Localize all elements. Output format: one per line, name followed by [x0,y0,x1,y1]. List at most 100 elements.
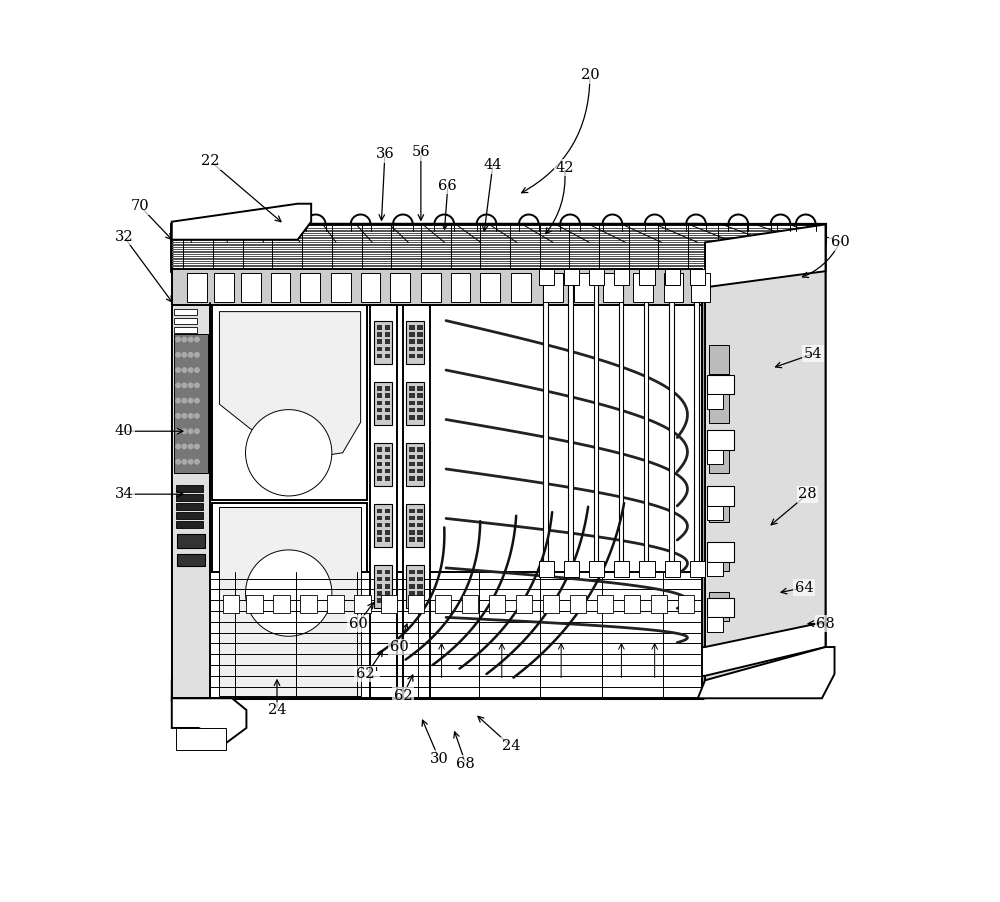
Text: 68: 68 [456,757,475,771]
Polygon shape [707,374,734,394]
Polygon shape [241,273,261,302]
Text: 54: 54 [804,347,822,361]
Polygon shape [377,516,382,520]
Polygon shape [564,270,579,285]
Polygon shape [385,354,390,358]
Polygon shape [417,447,423,452]
Polygon shape [177,554,205,566]
Polygon shape [377,577,382,582]
Circle shape [195,414,199,419]
Polygon shape [417,598,423,603]
Circle shape [182,337,187,342]
Polygon shape [377,332,382,336]
Polygon shape [172,249,826,251]
Circle shape [182,459,187,464]
Polygon shape [409,598,415,603]
Polygon shape [409,592,415,596]
Polygon shape [417,538,423,542]
Polygon shape [187,273,207,302]
Circle shape [176,459,180,464]
Text: 56: 56 [412,145,430,160]
Polygon shape [543,272,548,575]
Polygon shape [651,595,667,612]
Circle shape [176,383,180,388]
Polygon shape [619,272,623,575]
Circle shape [176,368,180,373]
Polygon shape [417,462,423,466]
Polygon shape [409,447,415,452]
Polygon shape [406,504,424,548]
Polygon shape [174,327,197,333]
Polygon shape [385,469,390,474]
Polygon shape [172,265,826,267]
Polygon shape [172,237,826,239]
Polygon shape [417,516,423,520]
Polygon shape [403,305,430,698]
Polygon shape [377,570,382,575]
Polygon shape [172,244,826,245]
Polygon shape [176,728,226,750]
Polygon shape [176,512,203,520]
Circle shape [182,414,187,419]
Polygon shape [390,273,410,302]
Circle shape [188,368,193,373]
Polygon shape [385,400,390,405]
Polygon shape [246,595,263,612]
Polygon shape [409,400,415,405]
Polygon shape [273,595,290,612]
Polygon shape [417,408,423,412]
Polygon shape [219,311,361,458]
Polygon shape [516,595,532,612]
Polygon shape [377,455,382,459]
Polygon shape [385,476,390,481]
Polygon shape [417,592,423,596]
Text: 64: 64 [795,581,813,594]
Text: 28: 28 [798,487,817,502]
Polygon shape [172,230,826,232]
Text: 60: 60 [349,617,367,630]
Polygon shape [669,272,674,575]
Polygon shape [709,543,729,572]
Polygon shape [377,408,382,412]
Polygon shape [300,273,320,302]
Polygon shape [377,469,382,474]
Polygon shape [172,246,826,248]
Polygon shape [709,493,729,522]
Circle shape [195,459,199,464]
Circle shape [195,383,199,388]
Polygon shape [172,233,826,234]
Circle shape [195,445,199,449]
Polygon shape [589,561,604,577]
Polygon shape [633,273,653,302]
Polygon shape [385,598,390,603]
Circle shape [188,399,193,403]
Polygon shape [172,235,826,236]
Polygon shape [385,447,390,452]
Polygon shape [709,345,729,373]
Polygon shape [377,523,382,528]
Polygon shape [417,393,423,398]
Polygon shape [409,530,415,535]
Text: 24: 24 [268,703,286,717]
Polygon shape [664,273,683,302]
Circle shape [246,550,332,636]
Polygon shape [409,415,415,419]
Polygon shape [417,577,423,582]
Polygon shape [172,225,826,272]
Circle shape [188,429,193,434]
Polygon shape [417,332,423,336]
Circle shape [182,353,187,357]
Polygon shape [451,273,470,302]
Polygon shape [174,318,197,324]
Polygon shape [174,308,197,315]
Polygon shape [212,503,367,698]
Polygon shape [377,354,382,358]
Polygon shape [539,270,554,285]
Polygon shape [409,570,415,575]
Circle shape [188,337,193,342]
Polygon shape [385,455,390,459]
Polygon shape [354,595,371,612]
Polygon shape [374,320,392,364]
Text: 70: 70 [131,199,150,214]
Polygon shape [177,534,205,548]
